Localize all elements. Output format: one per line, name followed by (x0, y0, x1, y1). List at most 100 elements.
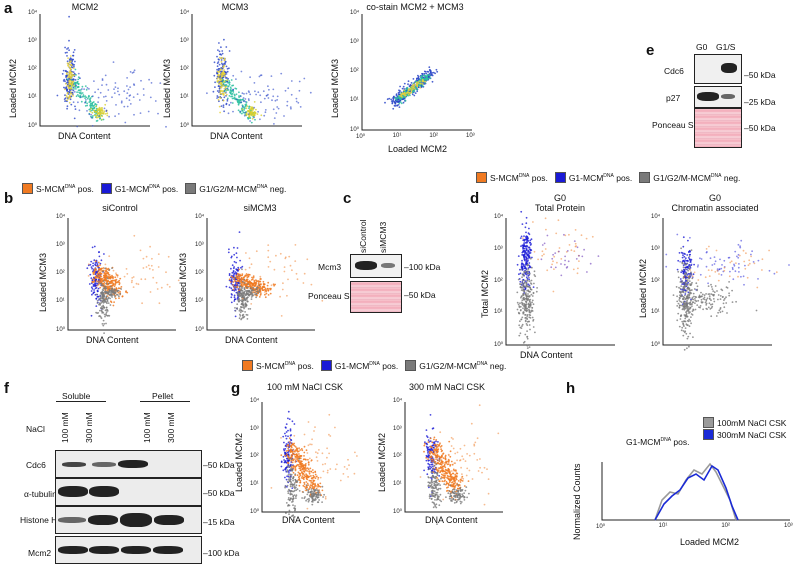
scatter-dot (243, 288, 246, 291)
scatter-dot (266, 287, 269, 290)
scatter-dot (296, 488, 299, 491)
scatter-dot (77, 86, 80, 88)
scatter-dot (129, 103, 132, 105)
scatter-dot (142, 267, 145, 269)
scatter-dot (155, 281, 158, 284)
scatter-dot (154, 100, 157, 102)
scatter-dot (733, 264, 736, 267)
scatter-dot (704, 301, 707, 304)
scatter-dot (90, 266, 93, 268)
scatter-dot (100, 299, 102, 302)
scatter-dot (237, 266, 240, 269)
scatter-dot (421, 75, 424, 78)
scatter-dot (708, 295, 711, 297)
scatter-dot (126, 85, 128, 87)
scatter-dot (720, 267, 723, 270)
scatter-dot (308, 472, 311, 475)
scatter-dot (239, 291, 242, 294)
scatter-dot (730, 260, 733, 263)
scatter-dot (686, 279, 689, 282)
scatter-dot (692, 309, 695, 311)
scatter-dot (254, 284, 257, 287)
scatter-dot (682, 322, 685, 325)
scatter-dot (737, 266, 740, 269)
scatter-dot (73, 49, 76, 51)
scatter-dot (575, 258, 578, 260)
scatter-dot (239, 308, 241, 310)
scatter-dot (441, 476, 444, 479)
scatter-dot (298, 477, 301, 480)
scatter-dot (417, 75, 420, 78)
scatter-dot (680, 329, 683, 332)
scatter-dot (114, 297, 117, 300)
scatter-dot (272, 88, 275, 91)
scatter-dot (725, 286, 728, 289)
scatter-dot (219, 91, 222, 94)
scatter-dot (567, 260, 570, 263)
scatter-dot (427, 458, 429, 461)
scatter-dot (425, 454, 428, 457)
scatter-dot (295, 465, 298, 467)
scatter-dot (69, 92, 72, 95)
scatter-dot (97, 112, 100, 114)
scatter-dot (690, 284, 692, 287)
scatter-dot (119, 277, 122, 280)
scatter-dot (525, 231, 527, 234)
scatter-dot (525, 235, 528, 238)
scatter-dot (221, 52, 224, 55)
scatter-dot (408, 85, 411, 87)
scatter-dot (710, 286, 713, 288)
scatter-dot (342, 473, 345, 475)
scatter-dot (253, 101, 256, 103)
scatter-dot (529, 252, 532, 254)
scatter-dot (678, 296, 681, 299)
scatter-dot (690, 299, 692, 302)
scatter-dot (224, 92, 226, 94)
scatter-dot (90, 286, 93, 289)
scatter-dot (103, 276, 106, 279)
scatter-dot (66, 55, 68, 57)
scatter-dot (225, 93, 228, 96)
scatter-dot (578, 260, 580, 262)
scatter-dot (216, 55, 218, 58)
scatter-dot (294, 460, 297, 462)
scatter-dot (91, 293, 93, 296)
scatter-dot (683, 348, 686, 351)
scatter-dot (78, 95, 80, 98)
scatter-dot (228, 278, 231, 281)
scatter-dot (292, 476, 295, 479)
scatter-dot (71, 62, 74, 65)
scatter-dot (680, 304, 683, 307)
scatter-dot (563, 233, 565, 236)
scatter-dot (92, 291, 95, 294)
scatter-dot (105, 282, 107, 285)
scatter-dot (92, 101, 95, 103)
scatter-dot (390, 100, 393, 102)
scatter-dot (288, 440, 291, 443)
scatter-dot (85, 99, 87, 101)
scatter-dot (683, 269, 686, 272)
scatter-dot (227, 112, 230, 115)
scatter-dot (291, 269, 293, 272)
scatter-dot (523, 258, 526, 261)
scatter-dot (536, 287, 538, 289)
scatter-dot (541, 250, 544, 253)
scatter-dot (688, 294, 690, 297)
scatter-dot (689, 253, 691, 256)
scatter-dot (89, 97, 92, 99)
scatter-dot (527, 268, 530, 270)
scatter-dot (223, 96, 226, 99)
scatter-dot (118, 279, 121, 282)
scatter-dot (307, 491, 310, 494)
scatter-dot (296, 474, 299, 477)
scatter-dot (237, 109, 240, 112)
scatter-dot (306, 493, 309, 496)
scatter-dot (686, 299, 688, 302)
scatter-dot (710, 299, 712, 302)
scatter-dot (275, 112, 278, 114)
scatter-dot (520, 309, 522, 311)
scatter-dot (318, 499, 320, 501)
scatter-dot (428, 74, 431, 77)
scatter-dot (105, 322, 107, 325)
scatter-dot (718, 273, 720, 275)
